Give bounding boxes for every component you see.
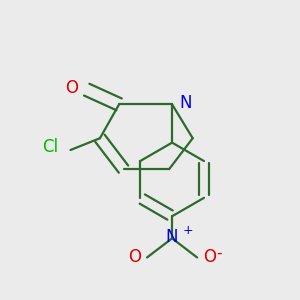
Text: O: O bbox=[65, 79, 78, 97]
Text: N: N bbox=[179, 94, 192, 112]
Text: Cl: Cl bbox=[43, 138, 59, 156]
Text: N: N bbox=[166, 228, 178, 246]
Text: O: O bbox=[128, 248, 141, 266]
Text: +: + bbox=[183, 224, 194, 238]
Text: O: O bbox=[203, 248, 216, 266]
Text: -: - bbox=[216, 246, 222, 261]
